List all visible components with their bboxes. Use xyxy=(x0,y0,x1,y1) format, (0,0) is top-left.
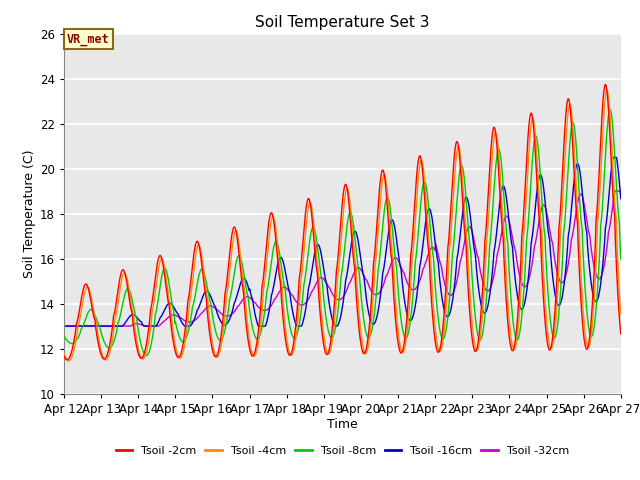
Legend: Tsoil -2cm, Tsoil -4cm, Tsoil -8cm, Tsoil -16cm, Tsoil -32cm: Tsoil -2cm, Tsoil -4cm, Tsoil -8cm, Tsoi… xyxy=(111,441,573,460)
X-axis label: Time: Time xyxy=(327,419,358,432)
Y-axis label: Soil Temperature (C): Soil Temperature (C) xyxy=(23,149,36,278)
Title: Soil Temperature Set 3: Soil Temperature Set 3 xyxy=(255,15,429,30)
Text: VR_met: VR_met xyxy=(67,33,110,46)
